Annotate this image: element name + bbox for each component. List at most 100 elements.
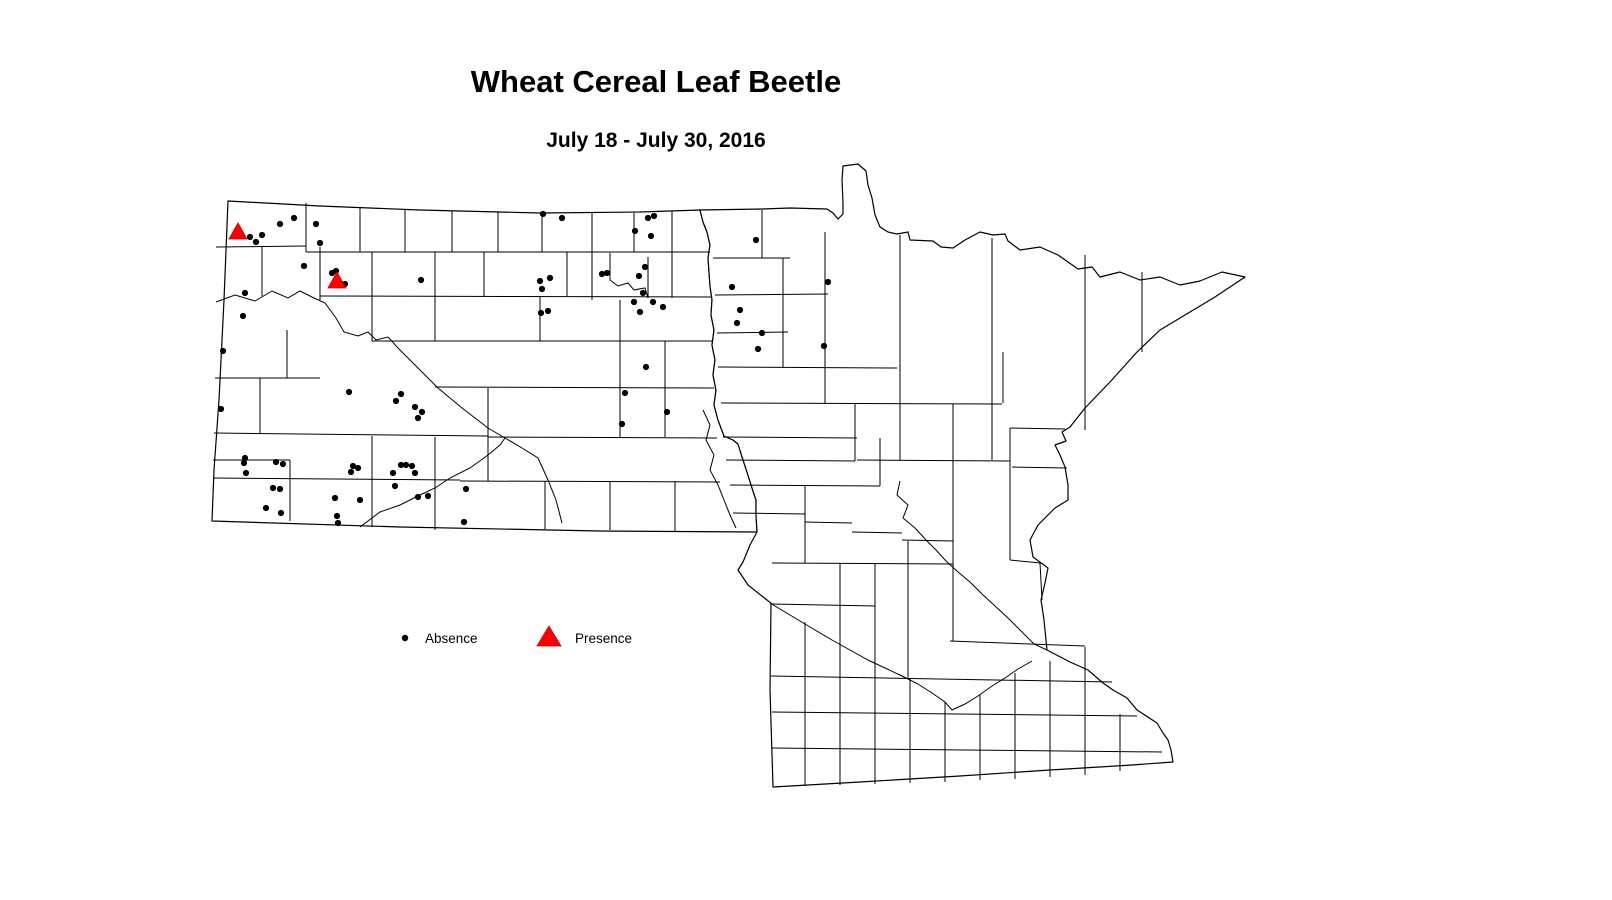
county-line [729,484,881,487]
absence-point [347,468,355,476]
absence-point [333,512,341,520]
map-legend: Absence Presence [401,625,632,647]
absence-point [618,420,626,428]
absence-point [558,214,566,222]
absence-point [635,272,643,280]
absence-point [290,214,298,222]
absence-point [391,482,399,490]
absence-point [240,459,248,467]
absence-point [300,262,308,270]
county-line [459,480,721,483]
plot-subtitle: July 18 - July 30, 2016 [546,129,766,152]
absence-point [663,408,671,416]
county-line [804,521,853,524]
county-line [771,747,1163,753]
county-line [722,436,858,439]
absence-point [276,485,284,493]
county-line [856,459,1011,462]
absence-point [389,469,397,477]
absence-point [546,274,554,282]
county-line [716,331,789,334]
absence-point [414,414,422,422]
absence-point [269,484,277,492]
absence-point [659,303,667,311]
absence-point [397,461,405,469]
absence-point [621,389,629,397]
absence-point [345,388,353,396]
legend-presence-marker [536,625,562,647]
absence-point [649,298,657,306]
absence-point [538,285,546,293]
absence-point [824,278,832,286]
absence-point [252,238,260,246]
absence-point [641,263,649,271]
presence-points [228,222,347,289]
county-boundaries [211,163,1246,788]
absence-point [312,220,320,228]
absence-point [349,462,357,470]
county-line [702,409,737,529]
absence-point [733,319,741,327]
presence-point [327,271,347,289]
absence-point [354,464,362,472]
absence-point [262,504,270,512]
absence-point [417,276,425,284]
county-line [213,432,489,437]
absence-point [411,403,419,411]
county-line [1009,427,1066,430]
absence-point [356,496,364,504]
county-line [717,366,898,369]
absence-point [754,345,762,353]
absence-point [630,298,638,306]
absence-point [279,460,287,468]
absence-point [644,214,652,222]
absence-point [242,469,250,477]
absence-point [642,363,650,371]
absence-point [636,308,644,316]
county-line [359,437,506,528]
county-line [1009,559,1043,601]
absence-point [334,519,342,527]
absence-point [411,469,419,477]
absence-point [598,270,606,278]
absence-point [647,232,655,240]
absence-point [603,269,611,277]
absence-point [239,312,247,320]
county-line [215,245,307,248]
county-line [714,293,829,296]
absence-point [460,518,468,526]
county-line [732,512,806,515]
absence-point [276,220,284,228]
absence-point [392,397,400,405]
county-line [215,290,563,524]
absence-point [736,306,744,314]
absence-point [424,492,432,500]
absence-point [544,307,552,315]
state-outline [699,163,1246,788]
absence-points [217,210,832,527]
county-line [487,436,718,439]
legend-absence-marker [401,634,409,642]
county-line [896,480,1048,651]
absence-point [331,494,339,502]
county-line [770,675,1113,683]
absence-point [639,289,647,297]
absence-point [258,231,266,239]
absence-point [397,390,405,398]
absence-point [820,342,828,350]
absence-point [418,408,426,416]
absence-point [414,493,422,501]
absence-point [217,405,225,413]
absence-point [277,509,285,517]
absence-point [402,461,410,469]
plot-title: Wheat Cereal Leaf Beetle [470,64,842,99]
county-line [725,459,856,462]
county-line [901,539,954,542]
absence-point [539,210,547,218]
county-line [609,253,649,299]
absence-point [650,212,658,220]
county-line [720,402,1003,405]
absence-point [462,485,470,493]
county-line [771,711,1138,717]
